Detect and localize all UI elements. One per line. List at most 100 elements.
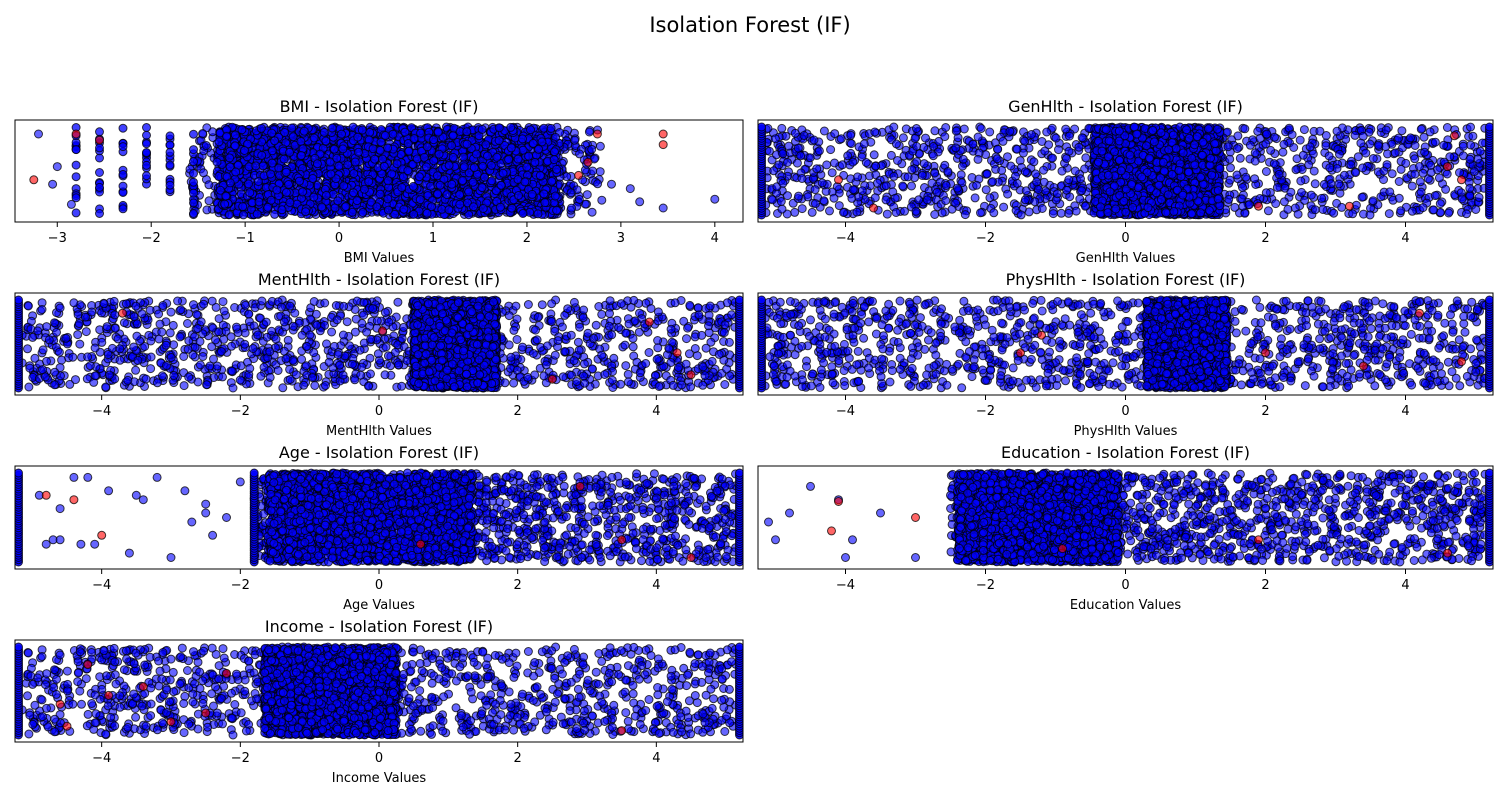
normal-point <box>143 161 151 169</box>
normal-point <box>397 150 405 158</box>
normal-point <box>1443 124 1451 132</box>
normal-point <box>300 127 308 135</box>
normal-point <box>143 172 151 180</box>
normal-point <box>257 124 265 132</box>
normal-point <box>253 210 261 218</box>
normal-point <box>904 173 912 181</box>
normal-point <box>67 200 75 208</box>
normal-point <box>1033 178 1041 186</box>
normal-point <box>525 152 533 160</box>
normal-point <box>1311 206 1319 214</box>
normal-point <box>285 181 293 189</box>
normal-point <box>541 199 549 207</box>
normal-point <box>795 192 803 200</box>
normal-point <box>1322 142 1330 150</box>
normal-point <box>1226 176 1234 184</box>
normal-point <box>1395 178 1403 186</box>
normal-point <box>359 209 367 217</box>
normal-point <box>1233 171 1241 179</box>
normal-point <box>1007 162 1015 170</box>
normal-point <box>1076 195 1084 203</box>
normal-point <box>259 162 267 170</box>
normal-point <box>831 159 839 167</box>
normal-point <box>268 159 276 167</box>
normal-point <box>1013 145 1021 153</box>
normal-point <box>1316 127 1324 135</box>
normal-point <box>1301 196 1309 204</box>
normal-point <box>350 170 358 178</box>
normal-point <box>922 134 930 142</box>
normal-point <box>1419 204 1427 212</box>
normal-point <box>1325 152 1333 160</box>
anomaly-point <box>575 171 583 179</box>
normal-point <box>1327 180 1335 188</box>
normal-point <box>1227 164 1235 172</box>
normal-point <box>538 138 546 146</box>
normal-point <box>1021 196 1029 204</box>
normal-point <box>798 205 806 213</box>
normal-point <box>119 171 127 179</box>
normal-point <box>495 124 503 132</box>
normal-point <box>871 194 879 202</box>
normal-point <box>1264 207 1272 215</box>
normal-point <box>1296 136 1304 144</box>
normal-point <box>355 148 363 156</box>
normal-point <box>410 135 418 143</box>
normal-point <box>459 177 467 185</box>
points-layer <box>30 123 719 219</box>
normal-point <box>295 177 303 185</box>
normal-point <box>973 181 981 189</box>
normal-point <box>1397 165 1405 173</box>
normal-point <box>1431 138 1439 146</box>
normal-point <box>1436 200 1444 208</box>
x-tick-label: 4 <box>711 231 719 246</box>
subplot-title: BMI - Isolation Forest (IF) <box>280 97 479 116</box>
normal-point <box>920 160 928 168</box>
normal-point <box>1398 127 1406 135</box>
normal-point <box>1052 134 1060 142</box>
normal-point <box>551 192 559 200</box>
normal-point <box>1459 142 1467 150</box>
normal-point <box>576 150 584 158</box>
normal-point <box>264 203 272 211</box>
normal-point <box>899 182 907 190</box>
normal-point <box>1032 170 1040 178</box>
normal-point <box>758 123 766 131</box>
normal-point <box>1305 161 1313 169</box>
normal-point <box>1021 168 1029 176</box>
normal-point <box>1382 126 1390 134</box>
normal-point <box>1017 211 1025 219</box>
normal-point <box>911 134 919 142</box>
normal-point <box>433 172 441 180</box>
normal-point <box>166 161 174 169</box>
normal-point <box>1388 170 1396 178</box>
normal-point <box>200 169 208 177</box>
normal-point <box>1300 126 1308 134</box>
normal-point <box>1287 188 1295 196</box>
normal-point <box>784 159 792 167</box>
normal-point <box>1427 161 1435 169</box>
normal-point <box>823 161 831 169</box>
normal-point <box>202 142 210 150</box>
normal-point <box>908 182 916 190</box>
normal-point <box>589 167 597 175</box>
normal-point <box>990 209 998 217</box>
normal-point <box>380 162 388 170</box>
normal-point <box>310 193 318 201</box>
normal-point <box>891 194 899 202</box>
normal-point <box>271 137 279 145</box>
normal-point <box>190 210 198 218</box>
normal-point <box>96 144 104 152</box>
normal-point <box>280 155 288 163</box>
normal-point <box>482 141 490 149</box>
normal-point <box>1256 135 1264 143</box>
normal-point <box>1284 205 1292 213</box>
normal-point <box>777 198 785 206</box>
normal-point <box>553 206 561 214</box>
normal-point <box>1431 192 1439 200</box>
normal-point <box>268 147 276 155</box>
normal-point <box>1233 145 1241 153</box>
normal-point <box>567 189 575 197</box>
normal-point <box>812 200 820 208</box>
